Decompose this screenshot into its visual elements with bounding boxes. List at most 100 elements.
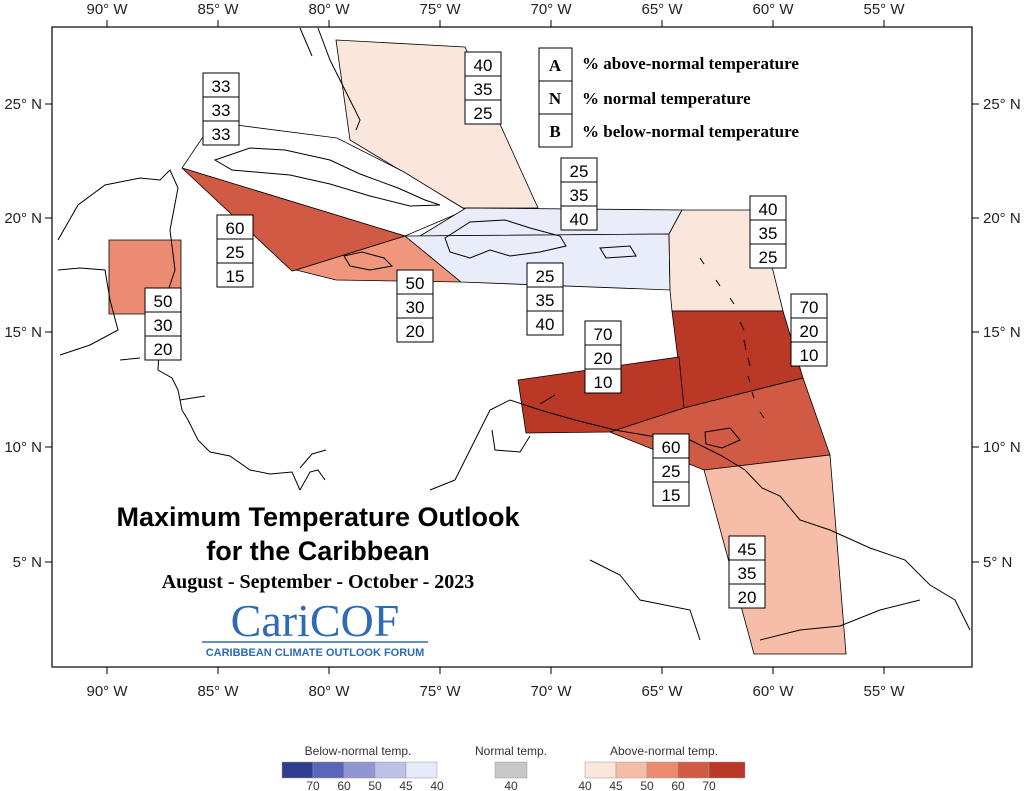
prob-above: 60	[662, 438, 681, 457]
prob-above: 60	[226, 219, 245, 238]
key-text-normal: % normal temperature	[582, 89, 751, 108]
prob-normal: 25	[226, 243, 245, 262]
key-letter-below: B	[549, 122, 560, 141]
lon-label-top: 60° W	[752, 1, 794, 18]
colorbar-normal-swatch	[494, 761, 528, 779]
coastline-florida	[299, 27, 361, 131]
probability-box: 40 35 25	[464, 51, 502, 125]
coastline-venezuela	[454, 394, 971, 631]
key-text-below: % below-normal temperature	[582, 122, 799, 141]
colorbar-tick: 70	[702, 779, 716, 791]
probability-box: 33 33 33	[202, 72, 240, 146]
prob-above: 45	[738, 540, 757, 559]
map-period: August - September - October - 2023	[162, 571, 475, 593]
lon-label-top: 65° W	[641, 1, 683, 18]
coastline-trinidad	[704, 427, 741, 449]
lon-ticks-bottom	[106, 667, 885, 674]
prob-normal: 20	[800, 322, 819, 341]
lat-axis: 25° N 20° N 15° N 10° N 5° N 25° N 20° N…	[4, 96, 1020, 571]
prob-below: 20	[738, 588, 757, 607]
probability-box: 40 35 25	[749, 195, 787, 269]
colorbar-above-swatch	[708, 761, 746, 779]
prob-above: 40	[474, 56, 493, 75]
lon-label-top: 75° W	[419, 1, 461, 18]
prob-normal: 35	[570, 186, 589, 205]
colorbar-above-swatch	[677, 761, 710, 779]
map-title-line1: Maximum Temperature Outlook	[116, 502, 520, 532]
prob-normal: 30	[154, 316, 173, 335]
lon-label-top: 55° W	[863, 1, 905, 18]
lon-label-top: 90° W	[86, 1, 128, 18]
region-turks-caicos	[418, 207, 683, 237]
lon-label-bottom: 55° W	[863, 683, 905, 700]
prob-above: 70	[800, 298, 819, 317]
coastline-puerto-rico	[599, 245, 637, 259]
coastline-south-america-interior	[429, 479, 921, 641]
probability-box: 25 35 40	[526, 262, 564, 336]
prob-above: 25	[536, 267, 555, 286]
prob-below: 10	[800, 346, 819, 365]
caricof-logo: CariCOF	[231, 595, 400, 646]
lat-label-left: 5° N	[13, 554, 42, 571]
colorbar-below-swatch	[343, 761, 376, 779]
colorbar-below-swatch	[374, 761, 407, 779]
colorbar-above-swatch	[615, 761, 648, 779]
colorbar-above-label: Above-normal temp.	[610, 744, 718, 758]
prob-normal: 35	[536, 291, 555, 310]
lat-label-right: 10° N	[983, 439, 1021, 456]
colorbar-tick: 45	[609, 779, 623, 791]
colorbar-above-swatch	[584, 761, 617, 779]
colorbar-tick: 50	[640, 779, 654, 791]
prob-below: 15	[226, 267, 245, 286]
lat-label-right: 25° N	[983, 96, 1021, 113]
lon-axis: 90° W 85° W 80° W 75° W 70° W 65° W 60° …	[86, 1, 905, 700]
coastline-central-america	[57, 169, 327, 491]
lat-label-right: 15° N	[983, 324, 1021, 341]
prob-above: 70	[594, 325, 613, 344]
probability-box: 60 25 15	[652, 433, 690, 507]
colorbar-below-swatch	[281, 761, 314, 779]
probability-box: 70 20 10	[584, 320, 622, 394]
colorbar-tick: 50	[368, 779, 382, 791]
key-text-above: % above-normal temperature	[582, 54, 799, 73]
prob-below: 33	[212, 125, 231, 144]
prob-below: 25	[474, 104, 493, 123]
lat-label-left: 20° N	[4, 210, 42, 227]
lon-label-top: 85° W	[197, 1, 239, 18]
lon-label-bottom: 85° W	[197, 683, 239, 700]
lat-label-left: 15° N	[4, 324, 42, 341]
lon-label-bottom: 70° W	[530, 683, 572, 700]
prob-below: 25	[759, 248, 778, 267]
prob-normal: 25	[662, 462, 681, 481]
lon-label-bottom: 65° W	[641, 683, 683, 700]
colorbar-tick: 40	[430, 779, 444, 791]
prob-below: 15	[662, 486, 681, 505]
prob-above: 25	[570, 162, 589, 181]
prob-below: 40	[536, 315, 555, 334]
lon-label-bottom: 60° W	[752, 683, 794, 700]
prob-normal: 35	[738, 564, 757, 583]
lon-label-bottom: 75° W	[419, 683, 461, 700]
colorbar-tick: 40	[504, 779, 518, 791]
colorbar-tick: 60	[337, 779, 351, 791]
colorbar-tick: 70	[306, 779, 320, 791]
lat-label-right: 5° N	[983, 554, 1012, 571]
colorbar-tick: 40	[578, 779, 592, 791]
key-letter-above: A	[549, 56, 562, 75]
coastline-jamaica	[343, 251, 394, 271]
colorbar-above-swatch	[646, 761, 679, 779]
title-block: Maximum Temperature Outlook for the Cari…	[116, 502, 520, 659]
colorbar-tick: 60	[671, 779, 685, 791]
colorbar-below-swatch	[312, 761, 345, 779]
prob-normal: 30	[406, 298, 425, 317]
prob-below: 10	[594, 373, 613, 392]
colorbar-below-label: Below-normal temp.	[305, 744, 412, 758]
colorbar-tick: 45	[399, 779, 413, 791]
lon-ticks-top	[106, 20, 885, 27]
probability-box: 25 35 40	[560, 157, 598, 231]
lat-label-right: 20° N	[983, 210, 1021, 227]
probability-key: A N B % above-normal temperature % norma…	[538, 47, 799, 148]
prob-below: 20	[406, 322, 425, 341]
coastlines	[57, 27, 971, 641]
